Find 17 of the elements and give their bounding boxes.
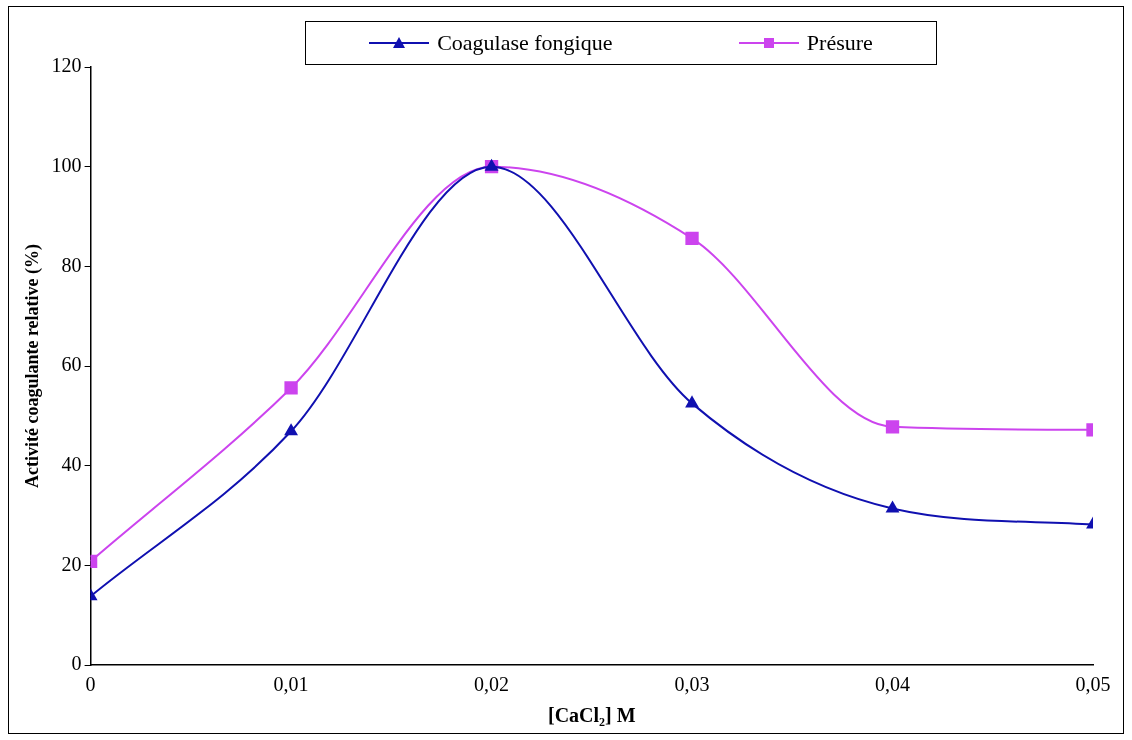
y-tick-label: 120 (51, 54, 82, 77)
x-tick-label: 0,01 (273, 673, 309, 696)
legend-label: Coagulase fongique (437, 30, 613, 56)
y-tick-label: 0 (71, 652, 82, 675)
y-tick-label: 80 (61, 253, 82, 276)
y-tick-label: 60 (61, 353, 82, 376)
y-tick-label: 100 (51, 153, 82, 176)
x-tick-label: 0,04 (875, 673, 911, 696)
y-tick-label: 40 (61, 452, 82, 475)
legend-label: Présure (806, 30, 873, 56)
x-tick-label: 0 (85, 673, 96, 696)
y-tick-label: 20 (61, 552, 82, 575)
y-axis-title: Activité coagulante relative (%) (22, 243, 44, 489)
x-axis-title: [CaCl₂] M (547, 704, 636, 727)
x-tick-label: 0,03 (674, 673, 710, 696)
x-tick-label: 0,05 (1075, 673, 1111, 696)
x-tick-label: 0,02 (474, 673, 510, 696)
